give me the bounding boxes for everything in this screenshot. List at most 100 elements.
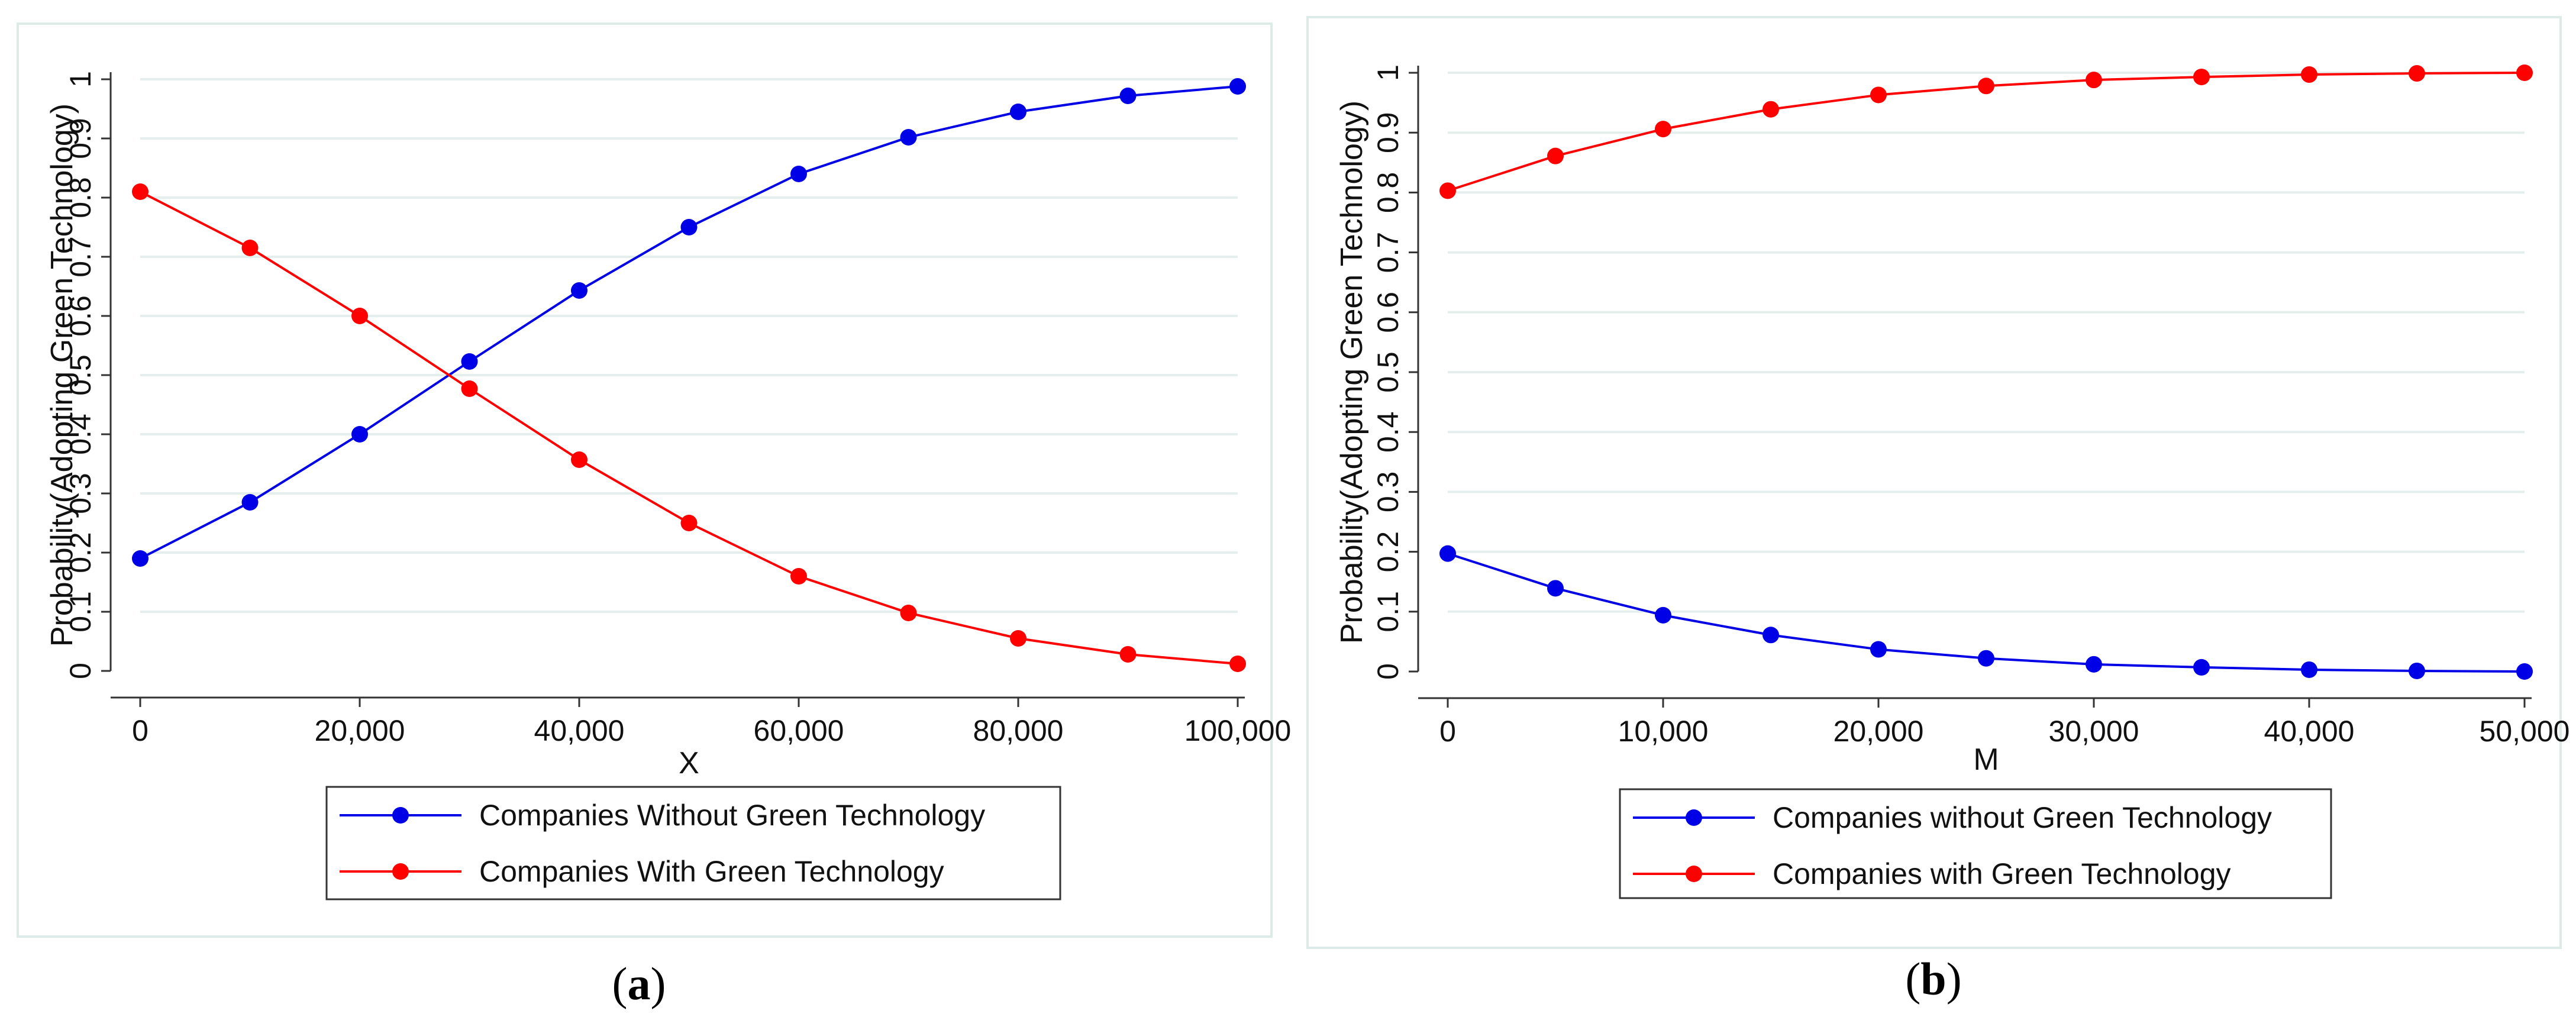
x-tick-label-1: 20,000 [315,714,405,747]
series-0-point-3 [1762,627,1779,644]
y-axis-title: Probability(Adopting Green Technology) [45,104,79,647]
series-1-point-6 [790,568,807,585]
chart-a: 0 0.1 0.2 0.3 0.4 0.5 0.6 0.7 0.8 0.9 1 0 20,000 40,0… [45,71,1291,900]
series-1-point-3 [461,380,478,397]
x-axis-title: M [1973,743,1999,777]
x-tick-label-2: 40,000 [534,714,625,747]
series-0-point-9 [1119,88,1137,104]
x-tick-label-4: 80,000 [973,714,1064,747]
legend-marker-1 [1686,866,1702,882]
y-tick-label-6: 0.6 [1371,292,1405,333]
y-tick-label-5: 0.5 [64,354,97,396]
legend-box [325,786,1061,900]
series-0-point-5 [1978,650,1994,667]
series-1-point-2 [351,308,368,324]
caption-b-label: b [1920,953,1946,1005]
y-tick-label-2: 0.2 [1371,531,1405,573]
x-tick-label-0: 0 [132,714,149,747]
y-tick-label-4: 0.4 [64,414,97,455]
legend-label-0: Companies without Green Technology [1773,801,2272,834]
caption-b-close: ) [1946,953,1962,1005]
series-0-point-8 [2301,661,2317,678]
series-0-point-6 [2086,656,2102,673]
series-1-point-9 [1119,646,1137,663]
chart-panel-b: 0 0.1 0.2 0.3 0.4 0.5 0.6 0.7 0.8 0.9 1 0 10,000 20,0… [1306,16,2569,949]
x-tick-label-2: 20,000 [1833,715,1924,748]
y-tick-label-7: 0.7 [64,236,97,277]
series-1-point-0 [1439,182,1456,199]
series-1-point-1 [241,240,259,256]
y-tick-label-3: 0.3 [1371,472,1405,513]
series-1-point-5 [680,515,698,531]
series-0-point-7 [900,129,917,146]
series-0-point-4 [571,282,587,299]
legend-label-0: Companies Without Green Technology [479,799,985,832]
y-tick-label-2: 0.2 [64,532,97,573]
caption-a: (a) [521,957,757,1011]
x-tick-label-5: 100,000 [1184,714,1292,747]
y-tick-label-5: 0.5 [1371,351,1405,393]
series-0-point-0 [132,550,149,567]
caption-a-label: a [627,958,651,1009]
series-1-point-9 [2409,65,2425,82]
series-line-0 [140,85,1238,560]
y-tick-label-4: 0.4 [1371,411,1405,453]
caption-a-close: ) [650,958,666,1009]
series-0-point-3 [461,353,478,370]
legend-label-1: Companies with Green Technology [1773,857,2231,890]
series-0-point-5 [680,219,698,235]
series-1-point-6 [2086,72,2102,89]
series-1-point-4 [571,451,587,468]
series-1-point-7 [2193,69,2210,86]
series-1-point-10 [2516,64,2533,81]
legend-marker-0 [392,807,409,824]
caption-a-open: ( [612,958,628,1009]
x-tick-label-5: 50,000 [2480,715,2570,748]
series-1-point-5 [1978,78,1994,95]
y-tick-label-6: 0.6 [64,295,97,337]
y-tick-label-8: 0.8 [1371,172,1405,214]
series-0-point-1 [241,494,259,511]
y-axis-title: Probability(Adopting Green Technology) [1335,101,1369,644]
legend-marker-0 [1686,809,1702,826]
y-tick-label-10: 1 [64,71,97,88]
series-0-point-9 [2409,662,2425,679]
series-1-point-7 [900,605,917,621]
series-0-point-1 [1547,580,1564,597]
legend-box [1619,788,2332,899]
series-0-point-6 [790,166,807,182]
x-tick-label-0: 0 [1439,715,1456,748]
legend-marker-1 [392,863,409,880]
y-tick-label-8: 0.8 [64,177,97,218]
x-tick-label-3: 30,000 [2049,715,2139,748]
y-tick-label-0: 0 [1371,663,1405,680]
series-0-point-10 [2516,663,2533,680]
chart-panel-a: 0 0.1 0.2 0.3 0.4 0.5 0.6 0.7 0.8 0.9 1 0 20,000 40,0… [17,22,1291,938]
series-0-point-0 [1439,545,1456,562]
y-tick-label-1: 0.1 [64,591,97,632]
series-0-point-2 [1655,606,1671,624]
x-tick-label-1: 10,000 [1618,715,1709,748]
y-tick-label-1: 0.1 [1371,591,1405,632]
series-1-point-2 [1655,121,1671,138]
series-0-point-2 [351,426,368,443]
series-1-point-8 [1010,630,1026,647]
y-tick-label-7: 0.7 [1371,232,1405,273]
x-tick-label-4: 40,000 [2264,715,2355,748]
series-0-point-10 [1229,78,1246,95]
caption-b-open: ( [1905,953,1921,1005]
caption-b: (b) [1815,953,2052,1006]
series-1-point-0 [132,183,149,200]
y-tick-label-9: 0.9 [64,118,97,159]
x-tick-label-3: 60,000 [754,714,844,747]
y-tick-label-10: 1 [1371,64,1405,81]
chart-b: 0 0.1 0.2 0.3 0.4 0.5 0.6 0.7 0.8 0.9 1 0 10,000 20,0… [1335,64,2569,899]
y-tick-label-9: 0.9 [1371,112,1405,153]
series-1-point-10 [1229,656,1246,672]
y-tick-label-3: 0.3 [64,473,97,514]
series-0-point-7 [2193,658,2210,676]
series-0-point-8 [1010,104,1026,120]
series-0-point-4 [1870,641,1887,658]
series-1-point-1 [1547,147,1564,164]
series-1-point-3 [1762,101,1779,118]
